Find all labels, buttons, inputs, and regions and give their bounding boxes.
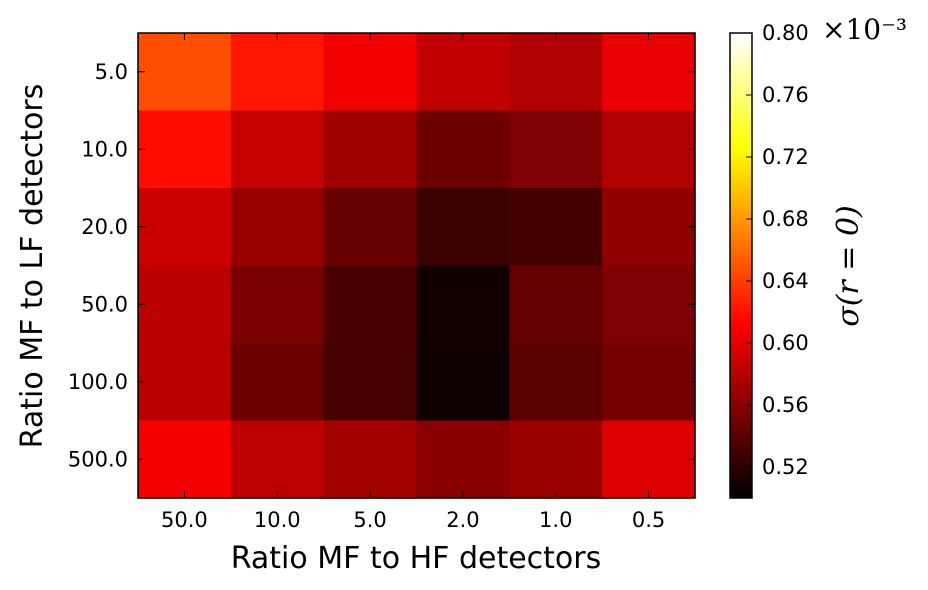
heatmap-cell <box>323 33 418 112</box>
x-axis-ticks: 50.0 10.0 5.0 2.0 1.0 0.5 <box>161 33 665 532</box>
x-tick-label: 5.0 <box>353 508 386 532</box>
y-tick-label: 100.0 <box>68 370 128 394</box>
colorbar-tick-label: 0.56 <box>762 393 809 417</box>
y-tick-label: 20.0 <box>81 215 128 239</box>
heatmap-cell <box>416 343 510 422</box>
colorbar-tick-label: 0.80 <box>762 21 809 45</box>
heatmap-cell <box>416 110 510 189</box>
heatmap-cell <box>416 420 510 499</box>
heatmap-cell <box>230 265 325 344</box>
colorbar-tick-label: 0.72 <box>762 145 809 169</box>
heatmap-cell <box>138 343 232 422</box>
y-tick-label: 500.0 <box>68 447 128 471</box>
heatmap-cell <box>323 110 418 189</box>
colorbar-tick-label: 0.60 <box>762 331 809 355</box>
y-tick-label: 50.0 <box>81 292 128 316</box>
y-tick-label: 5.0 <box>95 60 128 84</box>
y-axis-title: Ratio MF to LF detectors <box>15 84 50 449</box>
heatmap-cell <box>323 343 418 422</box>
heatmap-cell <box>138 33 232 112</box>
heatmap-cell <box>602 110 696 189</box>
x-tick-label: 0.5 <box>632 508 665 532</box>
heatmap-cell <box>509 420 603 499</box>
heatmap-cell <box>416 188 510 267</box>
heatmap-cell <box>323 265 418 344</box>
heatmap-cell <box>230 33 325 112</box>
colorbar-ticks: 0.52 0.56 0.60 0.64 0.68 0.72 0.76 0.80 <box>746 21 809 479</box>
colorbar-tick-label: 0.68 <box>762 207 809 231</box>
colorbar-gradient <box>729 32 753 499</box>
colorbar-tick-label: 0.52 <box>762 455 809 479</box>
heatmap-cell <box>509 110 603 189</box>
heatmap-cell <box>602 188 696 267</box>
heatmap-cell <box>416 33 510 112</box>
heatmap-cell <box>323 188 418 267</box>
x-tick-label: 1.0 <box>539 508 572 532</box>
heatmap-cell <box>602 343 696 422</box>
plot-frame <box>137 32 696 499</box>
heatmap-cell <box>602 33 696 112</box>
x-tick-label: 10.0 <box>254 508 301 532</box>
heatmap-cell <box>602 265 696 344</box>
colorbar-tick-label: 0.64 <box>762 269 809 293</box>
heatmap-cells <box>138 33 696 499</box>
heatmap-cell <box>138 188 232 267</box>
x-tick-label: 50.0 <box>161 508 208 532</box>
heatmap-cell <box>509 343 603 422</box>
heatmap-cell <box>509 33 603 112</box>
heatmap-cell <box>230 420 325 499</box>
y-axis-ticks: 5.0 10.0 20.0 50.0 100.0 500.0 <box>68 60 695 471</box>
y-tick-label: 10.0 <box>81 137 128 161</box>
colorbar-multiplier: ×10⁻³ <box>822 13 907 46</box>
heatmap-cell <box>138 110 232 189</box>
heatmap-cell <box>230 188 325 267</box>
heatmap-cell <box>323 420 418 499</box>
colorbar-tick-label: 0.76 <box>762 83 809 107</box>
heatmap-cell <box>416 265 510 344</box>
x-axis-title: Ratio MF to HF detectors <box>231 541 602 576</box>
heatmap-cell <box>138 420 232 499</box>
heatmap-cell <box>230 343 325 422</box>
heatmap-cell <box>509 265 603 344</box>
heatmap-cell <box>602 420 696 499</box>
heatmap-cell <box>230 110 325 189</box>
heatmap-cell <box>509 188 603 267</box>
x-tick-label: 2.0 <box>446 508 479 532</box>
heatmap-cell <box>138 265 232 344</box>
colorbar-title: σ(r = 0) <box>831 205 866 327</box>
